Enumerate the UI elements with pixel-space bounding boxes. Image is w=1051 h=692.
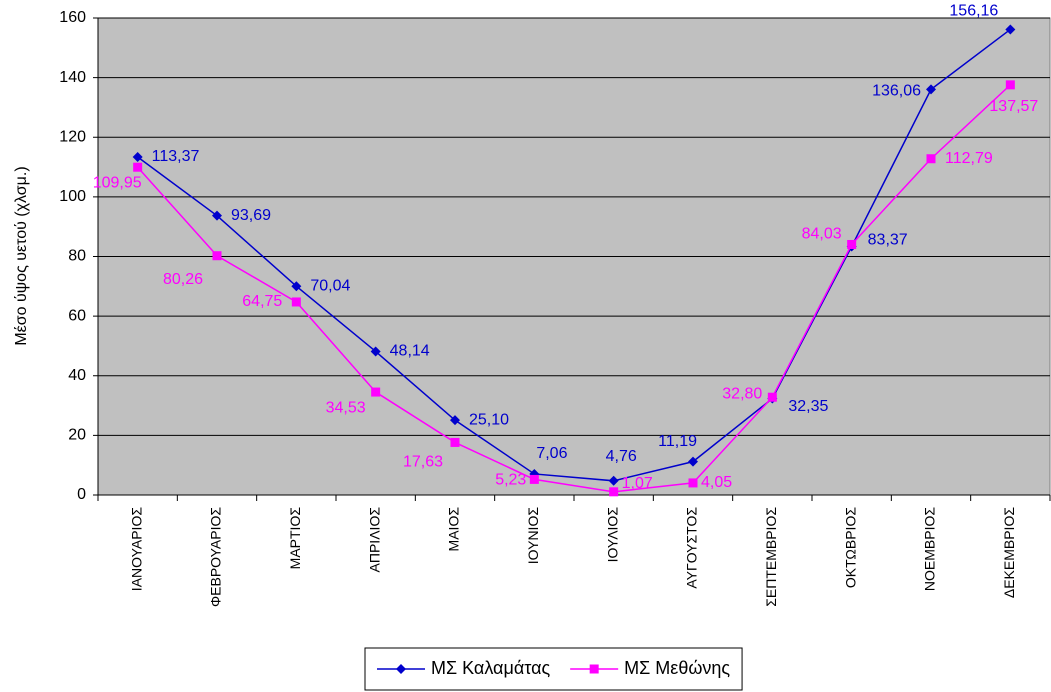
data-label: 64,75 [242, 293, 282, 310]
x-tick-label: ΔΕΚΕΜΒΡΙΟΣ [1001, 507, 1017, 598]
x-tick-label: ΝΟΕΜΒΡΙΟΣ [922, 507, 938, 591]
data-label: 5,23 [495, 472, 526, 489]
data-label: 137,57 [989, 98, 1038, 115]
marker [609, 487, 619, 497]
y-tick-label: 120 [59, 128, 86, 145]
data-label: 34,53 [326, 399, 366, 416]
marker [133, 162, 143, 172]
data-label: 93,69 [231, 207, 271, 224]
marker [608, 475, 619, 486]
data-label: 4,76 [606, 448, 637, 465]
x-tick-label: ΑΥΓΟΥΣΤΟΣ [684, 507, 700, 589]
data-label: 32,35 [788, 398, 828, 415]
marker [529, 474, 539, 484]
data-label: 109,95 [93, 174, 142, 191]
data-label: 136,06 [872, 83, 921, 100]
marker [767, 392, 777, 402]
y-tick-label: 60 [68, 307, 86, 324]
y-tick-label: 100 [59, 188, 86, 205]
y-tick-label: 20 [68, 427, 86, 444]
data-label: 7,06 [536, 445, 567, 462]
series-line [137, 28, 1011, 482]
marker [688, 478, 698, 488]
x-tick-label: ΙΟΥΝΙΟΣ [525, 507, 541, 565]
marker [1005, 24, 1016, 35]
data-label: 80,26 [163, 271, 203, 288]
y-tick-label: 40 [68, 367, 86, 384]
data-label: 48,14 [390, 343, 430, 360]
marker [370, 346, 381, 357]
marker [589, 664, 599, 674]
marker [212, 251, 222, 261]
marker [212, 210, 222, 221]
series-line [137, 84, 1011, 493]
x-tick-label: ΜΑΙΟΣ [446, 507, 462, 552]
marker [291, 281, 302, 292]
data-label: 17,63 [403, 454, 443, 471]
legend: ΜΣ Καλαμάτας ΜΣ Μεθώνης [364, 647, 743, 691]
marker [371, 387, 381, 397]
data-label: 83,37 [868, 232, 908, 249]
data-label: 70,04 [310, 277, 350, 294]
marker [926, 154, 936, 164]
y-tick-label: 160 [59, 9, 86, 26]
marker [396, 664, 406, 674]
data-label: 25,10 [469, 411, 509, 428]
y-axis-label: Μέσο ύψος υετού (χλσμ.) [13, 166, 30, 345]
y-tick-label: 140 [59, 69, 86, 86]
marker [132, 152, 143, 163]
x-tick-label: ΙΟΥΛΙΟΣ [604, 507, 620, 563]
x-tick-label: ΜΑΡΤΙΟΣ [287, 507, 303, 570]
legend-box [364, 647, 743, 691]
data-label: 32,80 [722, 385, 762, 402]
marker [450, 437, 460, 447]
data-label: 84,03 [802, 226, 842, 243]
data-label: 112,79 [945, 150, 993, 167]
x-tick-label: ΑΠΡΙΛΙΟΣ [366, 507, 382, 573]
x-tick-label: ΙΑΝΟΥΑΡΙΟΣ [128, 507, 144, 592]
data-label: 4,05 [701, 474, 732, 491]
marker [847, 239, 857, 249]
data-label: 156,16 [949, 3, 998, 20]
marker [291, 297, 301, 307]
marker [1005, 80, 1015, 90]
marker [450, 415, 460, 426]
marker [688, 456, 698, 467]
data-label: 113,37 [152, 148, 200, 165]
data-label: 1,07 [622, 475, 653, 492]
legend-label: ΜΣ Καλαμάτας [431, 658, 550, 678]
x-tick-label: ΣΕΠΤΕΜΒΡΙΟΣ [763, 507, 779, 607]
x-tick-label: ΟΚΤΩΒΡΙΟΣ [842, 507, 858, 588]
legend-label: ΜΣ Μεθώνης [624, 658, 730, 678]
data-label: 11,19 [658, 433, 697, 450]
y-tick-label: 0 [77, 486, 86, 503]
x-tick-label: ΦΕΒΡΟΥΑΡΙΟΣ [208, 507, 224, 607]
y-tick-label: 80 [68, 248, 86, 265]
marker [926, 84, 936, 95]
